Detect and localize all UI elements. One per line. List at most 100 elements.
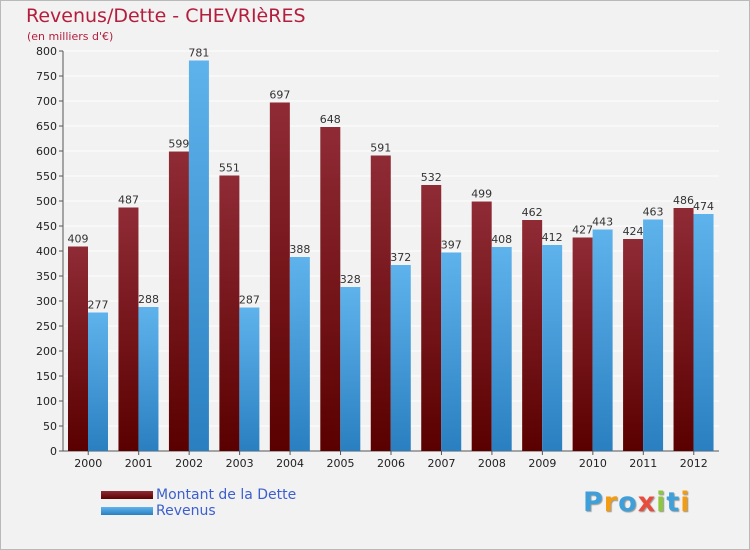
bar-debt <box>471 201 492 451</box>
bar-revenue <box>693 214 714 451</box>
x-tick-label: 2006 <box>377 457 405 470</box>
y-tick-label: 600 <box>36 145 57 158</box>
bar-revenue <box>491 247 512 451</box>
y-tick-label: 650 <box>36 120 57 133</box>
data-label-revenue: 372 <box>390 251 411 264</box>
y-tick-label: 700 <box>36 95 57 108</box>
bar-revenue <box>340 287 361 451</box>
bar-revenue <box>289 257 310 451</box>
x-tick-label: 2008 <box>478 457 506 470</box>
data-label-revenue: 412 <box>542 231 563 244</box>
x-tick-label: 2007 <box>427 457 455 470</box>
data-label-revenue: 474 <box>693 200 714 213</box>
data-label-revenue: 443 <box>592 216 613 229</box>
bar-debt <box>522 220 543 451</box>
bar-revenue <box>441 252 462 451</box>
data-label-revenue: 408 <box>491 233 512 246</box>
y-tick-label: 50 <box>43 420 57 433</box>
data-label-revenue: 328 <box>340 273 361 286</box>
data-label-debt: 591 <box>370 142 391 155</box>
y-tick-label: 200 <box>36 345 57 358</box>
logo-letter: r <box>603 487 619 518</box>
legend-swatch-debt <box>101 491 153 499</box>
x-tick-label: 2012 <box>680 457 708 470</box>
y-tick-label: 500 <box>36 195 57 208</box>
data-label-debt: 427 <box>572 224 593 237</box>
x-tick-label: 2004 <box>276 457 304 470</box>
x-tick-label: 2009 <box>528 457 556 470</box>
proxiti-logo: Proxiti <box>583 487 691 518</box>
bar-revenue <box>239 307 260 451</box>
data-label-debt: 648 <box>320 113 341 126</box>
data-label-revenue: 388 <box>289 243 310 256</box>
y-tick-label: 100 <box>36 395 57 408</box>
x-tick-label: 2000 <box>74 457 102 470</box>
axes: 0 50 100 150 200 250 300 350 400 450 500 550 600 650 7… <box>36 45 719 470</box>
x-tick-label: 2011 <box>629 457 657 470</box>
data-label-debt: 409 <box>68 233 89 246</box>
bar-debt <box>421 185 442 451</box>
chart-subtitle: (en milliers d'€) <box>27 30 114 43</box>
x-tick-label: 2005 <box>327 457 355 470</box>
x-tick-label: 2002 <box>175 457 203 470</box>
data-label-revenue: 397 <box>441 239 462 252</box>
data-label-revenue: 781 <box>188 47 209 60</box>
legend-swatch-revenue <box>101 507 153 515</box>
logo-letter: x <box>637 487 657 518</box>
bar-debt <box>269 102 290 451</box>
data-label-revenue: 288 <box>138 293 159 306</box>
logo-letter: i <box>680 487 691 518</box>
data-labels: 409 277 487 288 599 781 551 287 697 388 648 328 591 3… <box>68 47 715 312</box>
bar-revenue <box>390 265 411 451</box>
data-label-debt: 532 <box>421 171 442 184</box>
data-label-revenue: 463 <box>643 206 664 219</box>
data-label-revenue: 277 <box>88 299 109 312</box>
bar-revenue <box>643 219 664 451</box>
bar-debt <box>370 155 391 451</box>
bars <box>68 60 714 451</box>
bar-revenue <box>88 312 108 451</box>
y-tick-label: 0 <box>50 445 57 458</box>
logo-letter: o <box>618 487 638 518</box>
data-label-debt: 424 <box>623 225 644 238</box>
bar-debt <box>320 127 341 451</box>
data-label-debt: 486 <box>673 194 694 207</box>
data-label-debt: 499 <box>471 188 492 201</box>
data-label-debt: 462 <box>522 206 543 219</box>
bar-debt <box>623 239 644 451</box>
y-tick-label: 800 <box>36 45 57 58</box>
chart-title: Revenus/Dette - CHEVRIèRES <box>26 5 306 27</box>
bar-revenue <box>188 60 209 451</box>
y-tick-label: 300 <box>36 295 57 308</box>
x-tick-label: 2003 <box>226 457 254 470</box>
bar-debt <box>673 208 694 451</box>
bar-debt <box>68 246 88 451</box>
logo-letter: i <box>656 487 667 518</box>
data-label-debt: 697 <box>269 89 290 102</box>
x-tick-label: 2010 <box>579 457 607 470</box>
x-tick-label: 2001 <box>125 457 153 470</box>
y-tick-label: 150 <box>36 370 57 383</box>
legend-label-debt: Montant de la Dette <box>156 487 297 503</box>
bar-revenue <box>542 245 563 451</box>
y-tick-label: 750 <box>36 70 57 83</box>
logo-letter: P <box>583 487 604 518</box>
legend-label-revenue: Revenus <box>156 503 216 519</box>
data-label-debt: 551 <box>219 162 240 175</box>
y-tick-label: 400 <box>36 245 57 258</box>
bar-debt <box>118 207 139 451</box>
logo-letter: t <box>666 487 681 518</box>
y-tick-label: 450 <box>36 220 57 233</box>
y-tick-label: 350 <box>36 270 57 283</box>
bar-debt <box>219 175 240 451</box>
data-label-revenue: 287 <box>239 294 260 307</box>
bar-revenue <box>592 229 613 451</box>
bar-revenue <box>138 307 159 451</box>
y-tick-label: 550 <box>36 170 57 183</box>
bar-debt <box>572 237 593 451</box>
bar-debt <box>168 151 189 451</box>
data-label-debt: 487 <box>118 194 139 207</box>
y-tick-label: 250 <box>36 320 57 333</box>
